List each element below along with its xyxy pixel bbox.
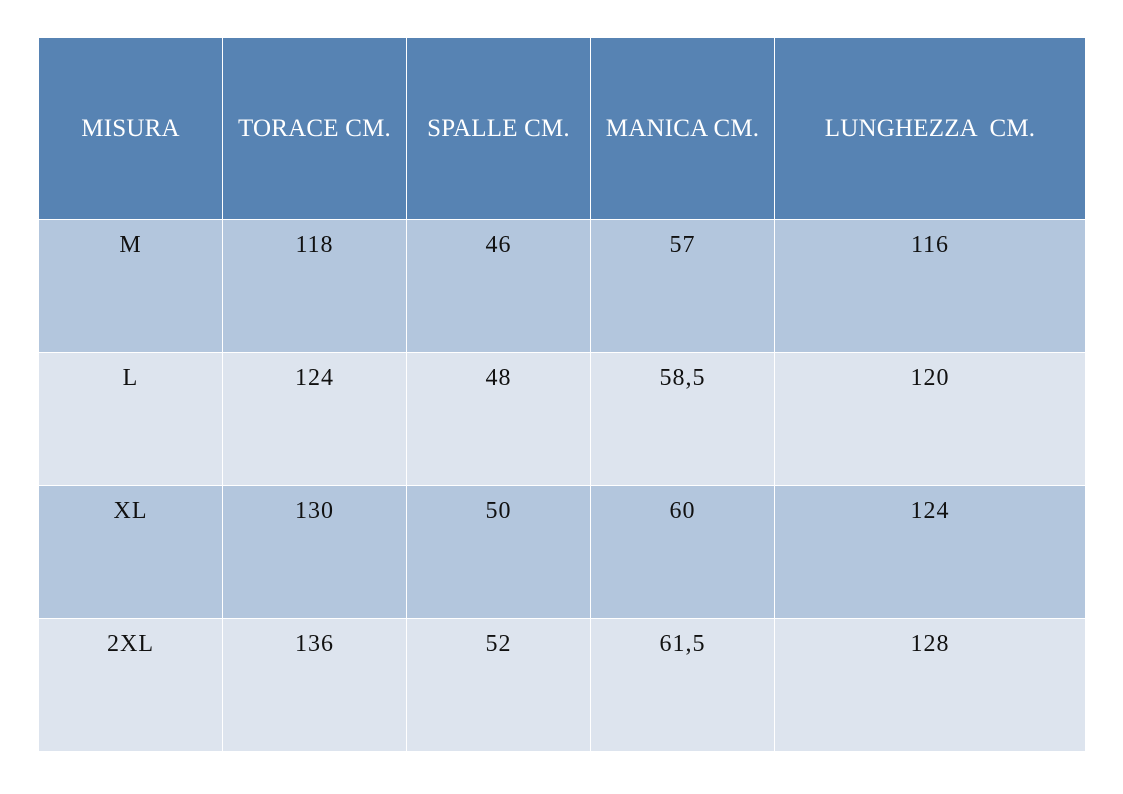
cell-manica: 60	[590, 485, 775, 619]
table-body: M 118 46 57 116 L 124 48 58,5 120 XL 130…	[38, 219, 1086, 752]
cell-lunghezza: 116	[774, 219, 1086, 353]
cell-spalle: 46	[406, 219, 591, 353]
table-header: MISURA TORACE CM. SPALLE CM. MANICA CM. …	[38, 37, 1086, 220]
table-row: L 124 48 58,5 120	[38, 352, 1086, 486]
cell-lunghezza: 120	[774, 352, 1086, 486]
table-row: 2XL 136 52 61,5 128	[38, 618, 1086, 752]
cell-manica: 57	[590, 219, 775, 353]
header-misura: MISURA	[38, 37, 223, 220]
cell-manica: 58,5	[590, 352, 775, 486]
cell-misura: L	[38, 352, 223, 486]
header-manica: MANICA CM.	[590, 37, 775, 220]
cell-lunghezza: 124	[774, 485, 1086, 619]
cell-torace: 124	[222, 352, 407, 486]
cell-spalle: 48	[406, 352, 591, 486]
header-row: MISURA TORACE CM. SPALLE CM. MANICA CM. …	[38, 37, 1086, 220]
header-spalle: SPALLE CM.	[406, 37, 591, 220]
size-chart-table: MISURA TORACE CM. SPALLE CM. MANICA CM. …	[38, 37, 1086, 752]
cell-torace: 118	[222, 219, 407, 353]
cell-torace: 136	[222, 618, 407, 752]
header-torace: TORACE CM.	[222, 37, 407, 220]
table-row: M 118 46 57 116	[38, 219, 1086, 353]
cell-manica: 61,5	[590, 618, 775, 752]
cell-misura: XL	[38, 485, 223, 619]
header-lunghezza: LUNGHEZZA CM.	[774, 37, 1086, 220]
cell-spalle: 50	[406, 485, 591, 619]
cell-spalle: 52	[406, 618, 591, 752]
cell-misura: M	[38, 219, 223, 353]
cell-misura: 2XL	[38, 618, 223, 752]
cell-torace: 130	[222, 485, 407, 619]
cell-lunghezza: 128	[774, 618, 1086, 752]
table-row: XL 130 50 60 124	[38, 485, 1086, 619]
